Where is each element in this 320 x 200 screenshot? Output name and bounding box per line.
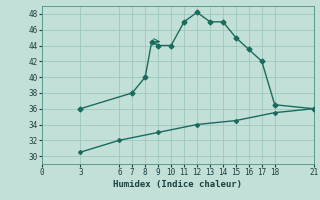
X-axis label: Humidex (Indice chaleur): Humidex (Indice chaleur) xyxy=(113,180,242,189)
